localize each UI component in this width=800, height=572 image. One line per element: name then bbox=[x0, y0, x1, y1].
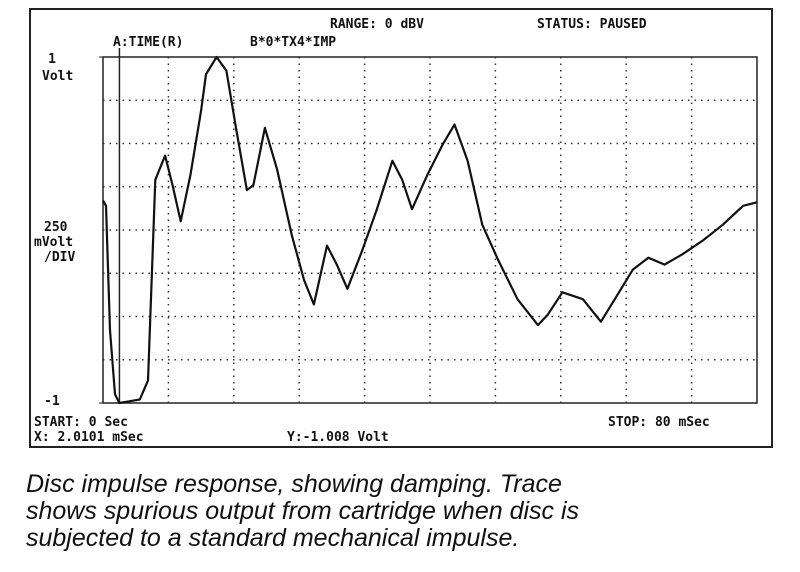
header-status: STATUS: PAUSED bbox=[537, 17, 647, 32]
cursor-x-readout: X: 2.0101 mSec bbox=[34, 430, 144, 445]
caption-line: shows spurious output from cartridge whe… bbox=[26, 497, 579, 525]
footer-stop: STOP: 80 mSec bbox=[608, 415, 710, 430]
y-tick-label: 1 bbox=[48, 52, 56, 67]
header-range: RANGE: 0 dBV bbox=[330, 17, 424, 32]
y-label: 250 bbox=[44, 220, 68, 235]
trace-a-label: A:TIME(R) bbox=[113, 35, 183, 50]
trace bbox=[102, 55, 758, 405]
caption-line: subjected to a standard mechanical impul… bbox=[26, 524, 519, 552]
y-tick-label: -1 bbox=[44, 394, 60, 409]
screen-frame bbox=[29, 8, 773, 448]
trace-b-label: B*0*TX4*IMP bbox=[250, 35, 336, 50]
footer-start: START: 0 Sec bbox=[34, 415, 128, 430]
y-label: /DIV bbox=[44, 250, 75, 265]
cursor-y-readout: Y:-1.008 Volt bbox=[287, 430, 389, 445]
caption-line: Disc impulse response, showing damping. … bbox=[26, 470, 562, 498]
y-unit: Volt bbox=[42, 69, 73, 84]
y-label: mVolt bbox=[34, 235, 73, 250]
